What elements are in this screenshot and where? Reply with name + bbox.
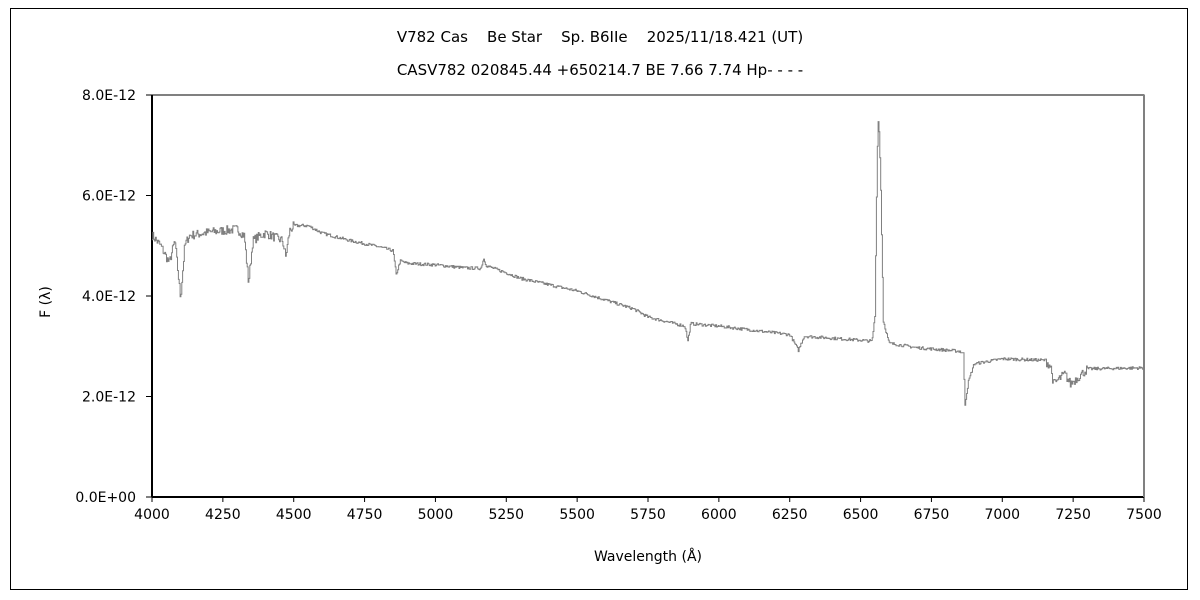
y-tick-label: 2.0E-12: [82, 390, 136, 406]
x-tick-label: 4000: [134, 507, 170, 523]
y-tick-label: 4.0E-12: [82, 289, 136, 305]
x-tick-label: 4250: [205, 507, 241, 523]
chart-subtitle: CASV782 020845.44 +650214.7 BE 7.66 7.74…: [396, 61, 804, 79]
x-tick-label: 7000: [984, 507, 1020, 523]
chart-frame: [10, 8, 1188, 590]
x-tick-label: 7500: [1126, 507, 1162, 523]
x-tick-label: 6500: [843, 507, 879, 523]
x-tick-label: 6750: [914, 507, 950, 523]
x-tick-label: 5750: [630, 507, 666, 523]
spectrum-line: [152, 121, 1144, 406]
x-axis-label: Wavelength (Å): [594, 548, 702, 565]
x-tick-label: 7250: [1055, 507, 1091, 523]
y-tick-label: 0.0E+00: [75, 490, 136, 506]
y-tick-label: 6.0E-12: [82, 189, 136, 205]
x-tick-label: 5500: [559, 507, 595, 523]
y-axis-label: F (λ): [38, 286, 54, 318]
y-tick-label: 8.0E-12: [82, 88, 136, 104]
x-tick-label: 6000: [701, 507, 737, 523]
x-tick-label: 6250: [772, 507, 808, 523]
x-tick-label: 5250: [488, 507, 524, 523]
x-tick-label: 4500: [276, 507, 312, 523]
x-tick-label: 4750: [347, 507, 383, 523]
x-tick-label: 5000: [418, 507, 454, 523]
chart-title: V782 Cas Be Star Sp. B6IIe 2025/11/18.42…: [396, 28, 804, 46]
plot-area: [151, 94, 1145, 498]
